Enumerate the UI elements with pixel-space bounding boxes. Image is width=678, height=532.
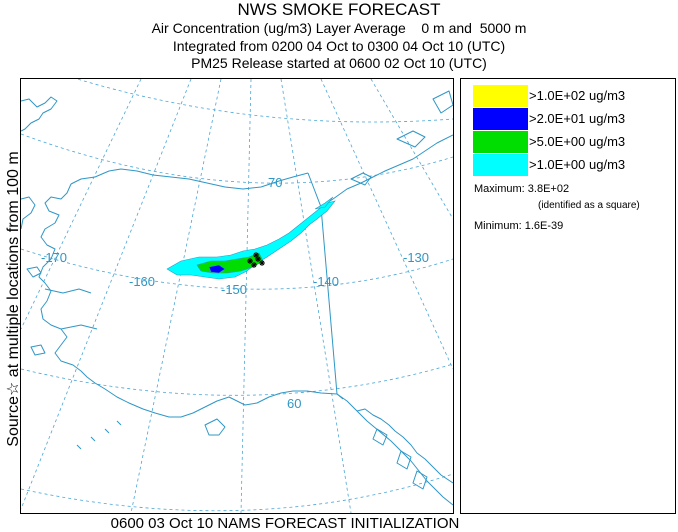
release-start: PM25 Release started at 0600 02 Oct 10 (…	[191, 55, 487, 71]
latitude-line-70	[21, 133, 453, 184]
latitude-label-60: 60	[287, 396, 301, 411]
initialization-footer: 0600 03 Oct 10 NAMS FORECAST INITIALIZAT…	[110, 515, 460, 532]
legend-swatch-yellow	[473, 85, 528, 107]
graticule	[21, 79, 453, 513]
siberia-coast	[21, 96, 58, 132]
maximum-value: Maximum: 3.8E+02	[474, 183, 570, 195]
longitude-label-150: -150	[221, 282, 247, 297]
minimum-value: Minimum: 1.6E-39	[474, 220, 564, 232]
longitude-label-160: -160	[129, 274, 155, 289]
map-title: NWS SMOKE FORECAST	[237, 0, 441, 19]
legend-row-100: >1.0E+02 ug/m3	[473, 85, 673, 107]
maximum-note: (identified as a square)	[538, 200, 640, 211]
legend-label-1: >1.0E+00 ug/m3	[529, 157, 626, 172]
latitude-line-60	[21, 363, 453, 396]
aleutian-islands	[76, 420, 122, 450]
smoke-plume	[166, 196, 336, 280]
siberia-coast-south	[21, 196, 36, 230]
latitude-label-70: 70	[268, 175, 282, 190]
plume-cyan-tail	[314, 196, 334, 210]
map-panel: -170 -160 -150 -140 -130 70 60	[20, 78, 454, 514]
canada-arctic-islands	[350, 90, 453, 186]
longitude-label-130: -130	[403, 250, 429, 265]
legend-panel: >1.0E+02 ug/m3 >2.0E+01 ug/m3 >5.0E+00 u…	[460, 78, 676, 514]
source-marker	[247, 258, 253, 264]
source-marker	[253, 252, 259, 258]
meridian-line-170	[21, 79, 192, 510]
legend-row-20: >2.0E+01 ug/m3	[473, 108, 673, 130]
meridian-line-180	[21, 79, 142, 330]
map-canvas: -170 -160 -150 -140 -130 70 60	[21, 79, 453, 513]
source-marker	[251, 262, 257, 268]
canada-arctic-coast	[320, 134, 453, 208]
source-marker	[255, 256, 261, 262]
alaska-inlets	[44, 288, 98, 330]
meridian-line-160	[130, 79, 222, 513]
alaska-coast	[38, 168, 453, 506]
legend-label-20: >2.0E+01 ug/m3	[529, 111, 626, 126]
panhandle-islands	[372, 428, 428, 490]
meridian-line-140	[280, 79, 352, 513]
legend-swatch-blue	[473, 108, 528, 130]
latitude-line-80	[75, 79, 453, 123]
integration-period: Integrated from 0200 04 Oct to 0300 04 O…	[172, 38, 506, 54]
meridian-line-120	[370, 79, 453, 220]
longitude-label-140: -140	[313, 274, 339, 289]
meridian-line-130	[320, 79, 453, 370]
coastlines	[21, 90, 453, 506]
legend-row-5: >5.0E+00 ug/m3	[473, 131, 673, 153]
longitude-label-170: -170	[41, 250, 67, 265]
source-marker	[259, 260, 265, 266]
meridian-line-150	[240, 79, 252, 513]
legend-swatch-green	[473, 131, 528, 153]
legend-row-1: >1.0E+00 ug/m3	[473, 154, 673, 176]
legend-label-100: >1.0E+02 ug/m3	[529, 88, 626, 103]
st-lawrence-island	[26, 266, 42, 278]
legend-label-5: >5.0E+00 ug/m3	[529, 134, 626, 149]
nunivak-island	[30, 344, 46, 356]
latitude-line-55	[21, 473, 453, 512]
bc-coast	[356, 408, 453, 484]
concentration-subtitle: Air Concentration (ug/m3) Layer Average …	[151, 20, 527, 36]
plume-blue-level	[208, 264, 226, 274]
source-star-markers	[247, 252, 265, 268]
plume-cyan-level	[166, 200, 336, 280]
legend-swatch-cyan	[473, 154, 528, 176]
kodiak-island	[204, 418, 226, 436]
